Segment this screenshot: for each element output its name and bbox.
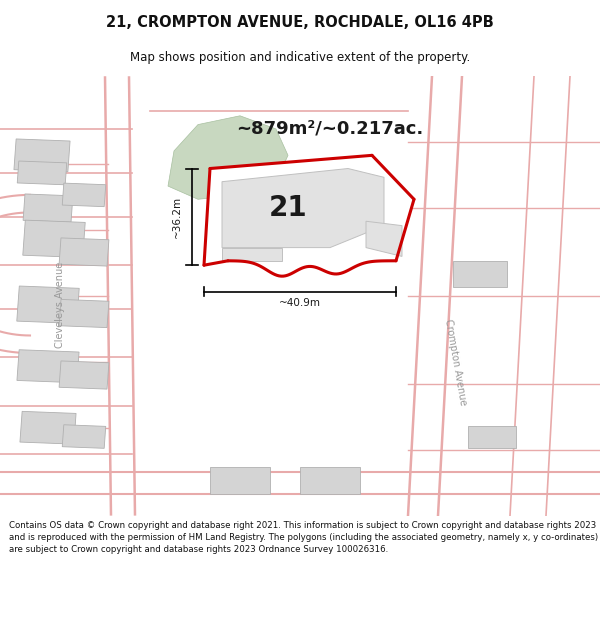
- Text: Crompton Avenue: Crompton Avenue: [443, 318, 469, 406]
- Polygon shape: [453, 261, 507, 287]
- Polygon shape: [210, 468, 270, 494]
- Polygon shape: [366, 221, 402, 256]
- Polygon shape: [17, 350, 79, 382]
- Polygon shape: [168, 116, 288, 199]
- Polygon shape: [62, 425, 106, 448]
- Text: ~36.2m: ~36.2m: [172, 196, 182, 238]
- Text: ~40.9m: ~40.9m: [279, 298, 321, 308]
- Polygon shape: [20, 411, 76, 444]
- Polygon shape: [14, 139, 70, 172]
- Polygon shape: [468, 426, 516, 448]
- Polygon shape: [62, 183, 106, 207]
- Text: 21, CROMPTON AVENUE, ROCHDALE, OL16 4PB: 21, CROMPTON AVENUE, ROCHDALE, OL16 4PB: [106, 16, 494, 31]
- Polygon shape: [300, 468, 360, 494]
- Polygon shape: [222, 169, 384, 248]
- Polygon shape: [59, 238, 109, 266]
- Polygon shape: [204, 156, 414, 282]
- Text: Cleveleys Avenue: Cleveleys Avenue: [55, 262, 65, 348]
- Text: 21: 21: [269, 194, 307, 222]
- Polygon shape: [17, 161, 67, 185]
- Text: ~879m²/~0.217ac.: ~879m²/~0.217ac.: [236, 120, 424, 138]
- Polygon shape: [23, 194, 73, 222]
- Polygon shape: [222, 248, 282, 261]
- Polygon shape: [59, 361, 109, 389]
- Polygon shape: [59, 299, 109, 328]
- Polygon shape: [17, 286, 79, 323]
- Polygon shape: [23, 220, 85, 258]
- Text: Contains OS data © Crown copyright and database right 2021. This information is : Contains OS data © Crown copyright and d…: [9, 521, 598, 554]
- Text: Map shows position and indicative extent of the property.: Map shows position and indicative extent…: [130, 51, 470, 64]
